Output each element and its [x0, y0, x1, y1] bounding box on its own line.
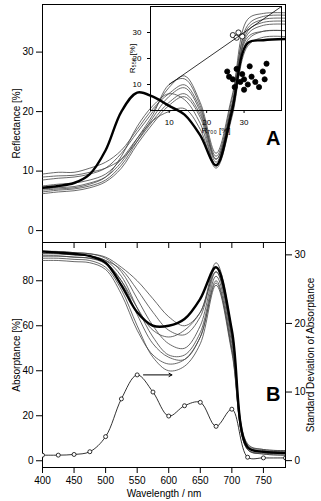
svg-text:10: 10 — [133, 80, 142, 89]
svg-text:R₅₅₈ [%]: R₅₅₈ [%] — [128, 44, 137, 73]
svg-text:30: 30 — [240, 118, 249, 127]
svg-text:10: 10 — [22, 165, 34, 176]
svg-text:A: A — [266, 127, 280, 149]
svg-text:20: 20 — [202, 118, 212, 128]
svg-text:500: 500 — [97, 475, 114, 486]
svg-text:20: 20 — [22, 410, 34, 421]
svg-text:80: 80 — [22, 275, 34, 286]
svg-text:650: 650 — [192, 475, 209, 486]
svg-text:0: 0 — [28, 225, 34, 236]
svg-text:10: 10 — [294, 386, 306, 398]
svg-text:30: 30 — [22, 46, 34, 57]
svg-text:40: 40 — [22, 365, 34, 376]
svg-text:Standard Deviation of Absorpta: Standard Deviation of Absorptance — [305, 277, 316, 432]
svg-text:0: 0 — [28, 455, 34, 466]
svg-text:Wavelength / nm: Wavelength / nm — [127, 488, 202, 499]
svg-text:10: 10 — [165, 118, 174, 127]
svg-text:450: 450 — [66, 475, 83, 486]
svg-text:30: 30 — [133, 28, 142, 37]
svg-text:R₇₀₀ [%]: R₇₀₀ [%] — [202, 126, 231, 135]
svg-text:20: 20 — [294, 317, 306, 329]
svg-text:Absorptance [%]: Absorptance [%] — [11, 318, 22, 392]
svg-text:60: 60 — [22, 320, 34, 331]
svg-text:750: 750 — [255, 475, 272, 486]
svg-text:400: 400 — [34, 475, 51, 486]
svg-text:550: 550 — [129, 475, 146, 486]
svg-text:Reflectance [%]: Reflectance [%] — [11, 88, 22, 158]
svg-text:700: 700 — [224, 475, 241, 486]
svg-text:0: 0 — [295, 455, 301, 466]
svg-text:20: 20 — [22, 106, 34, 117]
svg-text:20: 20 — [132, 54, 142, 64]
svg-text:600: 600 — [160, 475, 177, 486]
svg-text:B: B — [266, 383, 280, 405]
svg-text:30: 30 — [295, 249, 307, 260]
